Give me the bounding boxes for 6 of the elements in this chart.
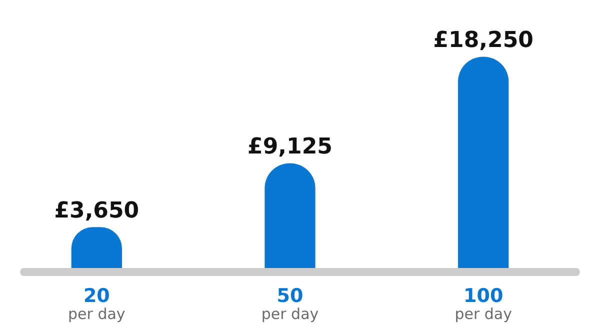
data-label: £9,125 (248, 134, 332, 160)
data-label: £18,250 (433, 28, 534, 54)
data-label: £3,650 (54, 198, 140, 224)
x-tick-label: 20 per day (68, 285, 126, 323)
x-tick-label: 50 per day (261, 285, 319, 323)
x-tick-label: 100 per day (454, 285, 512, 323)
